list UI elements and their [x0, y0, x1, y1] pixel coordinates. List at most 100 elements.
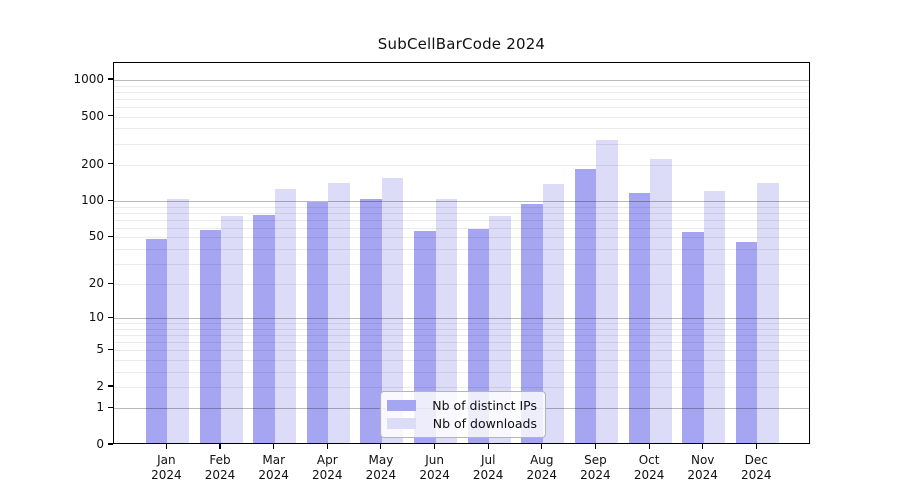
x-tick-mark-dec — [755, 444, 757, 449]
y-gridline-major-1000 — [114, 80, 809, 81]
legend-item-downloads: Nb of downloads — [387, 416, 537, 431]
bar-nb-of-downloads-jul — [489, 216, 511, 443]
y-tick-mark-500 — [108, 115, 113, 117]
x-tick-label-nov: Nov 2024 — [687, 453, 718, 482]
y-gridline-minor-600 — [114, 107, 809, 108]
y-gridline-minor-800 — [114, 91, 809, 93]
chart-title: SubCellBarCode 2024 — [377, 35, 546, 53]
x-tick-label-jan: Jan 2024 — [151, 453, 182, 482]
y-gridline-minor-40 — [114, 248, 809, 250]
y-gridline-minor-300 — [114, 143, 809, 145]
y-gridline-major-10 — [114, 318, 809, 320]
bar-nb-of-distinct-ips-oct — [628, 193, 651, 443]
y-tick-mark-0 — [108, 443, 113, 445]
x-tick-label-dec: Dec 2024 — [741, 453, 772, 482]
bar-nb-of-downloads-sep — [596, 140, 618, 443]
y-tick-label-50: 50 — [88, 229, 104, 244]
y-gridline-minor-20 — [114, 284, 809, 286]
bar-nb-of-downloads-may — [381, 177, 404, 443]
y-tick-label-10: 10 — [88, 310, 104, 325]
y-tick-mark-10 — [108, 316, 113, 318]
legend-swatch-distinct-ips — [387, 400, 416, 411]
y-tick-label-5: 5 — [96, 342, 104, 357]
y-gridline-minor-6 — [114, 342, 809, 344]
y-tick-label-0: 0 — [96, 437, 104, 451]
bar-nb-of-distinct-ips-nov — [682, 232, 704, 443]
bar-nb-of-downloads-nov — [703, 191, 726, 443]
bar-nb-of-downloads-mar — [274, 189, 297, 443]
bar-nb-of-downloads-aug — [542, 184, 565, 443]
y-tick-mark-1000 — [108, 78, 113, 80]
y-gridline-minor-700 — [114, 98, 809, 100]
x-tick-mark-sep — [594, 444, 596, 449]
x-tick-mark-jan — [165, 444, 167, 449]
bar-nb-of-downloads-jan — [167, 199, 189, 443]
y-gridline-minor-90 — [114, 206, 809, 208]
y-gridline-minor-900 — [114, 85, 809, 87]
legend-swatch-downloads — [387, 418, 416, 429]
y-gridline-minor-60 — [114, 227, 809, 229]
y-gridline-minor-400 — [114, 128, 809, 130]
bar-nb-of-distinct-ips-jul — [467, 229, 490, 443]
x-tick-mark-nov — [702, 444, 704, 449]
x-tick-label-jun: Jun 2024 — [419, 453, 450, 482]
y-gridline-minor-9 — [114, 323, 809, 325]
bar-nb-of-downloads-dec — [757, 183, 779, 443]
y-tick-mark-20 — [108, 282, 113, 284]
y-tick-mark-50 — [108, 235, 113, 237]
bar-nb-of-distinct-ips-may — [360, 199, 382, 443]
bar-nb-of-distinct-ips-dec — [735, 241, 758, 443]
bar-nb-of-distinct-ips-mar — [253, 214, 275, 443]
y-tick-mark-1 — [108, 406, 113, 408]
y-gridline-minor-7 — [114, 335, 809, 337]
bar-nb-of-distinct-ips-feb — [199, 230, 222, 443]
x-tick-label-oct: Oct 2024 — [633, 453, 665, 482]
y-gridline-minor-80 — [114, 212, 809, 214]
y-gridline-minor-2 — [114, 387, 809, 388]
x-tick-mark-may — [380, 444, 382, 449]
x-tick-mark-jul — [487, 444, 489, 449]
y-gridline-minor-200 — [114, 164, 809, 166]
y-gridline-minor-8 — [114, 328, 809, 330]
bar-nb-of-distinct-ips-sep — [574, 168, 597, 443]
x-tick-mark-apr — [326, 444, 328, 449]
x-tick-label-apr: Apr 2024 — [312, 453, 343, 482]
y-tick-label-1000: 1000 — [73, 72, 104, 86]
y-gridline-minor-30 — [114, 263, 809, 265]
x-tick-label-feb: Feb 2024 — [204, 453, 236, 482]
bar-nb-of-downloads-feb — [221, 216, 243, 443]
x-tick-label-may: May 2024 — [365, 453, 397, 482]
legend-label-downloads: Nb of downloads — [432, 416, 537, 431]
y-tick-label-500: 500 — [81, 108, 104, 123]
plot-area — [113, 62, 810, 444]
y-tick-label-100: 100 — [81, 193, 104, 208]
bar-nb-of-distinct-ips-jun — [414, 231, 436, 443]
x-tick-label-jul: Jul 2024 — [472, 453, 504, 482]
legend: Nb of distinct IPs Nb of downloads — [380, 391, 546, 438]
y-gridline-major-100 — [114, 201, 809, 203]
x-tick-label-mar: Mar 2024 — [258, 453, 289, 482]
y-gridline-minor-5 — [114, 350, 809, 352]
legend-label-distinct-ips: Nb of distinct IPs — [432, 398, 537, 413]
bar-nb-of-distinct-ips-jan — [145, 238, 168, 443]
y-tick-mark-5 — [108, 348, 113, 350]
y-tick-label-200: 200 — [81, 156, 104, 171]
y-gridline-minor-3 — [114, 371, 809, 373]
x-tick-mark-oct — [648, 444, 650, 449]
y-gridline-minor-50 — [114, 237, 809, 239]
legend-item-distinct-ips: Nb of distinct IPs — [387, 398, 537, 413]
y-tick-mark-100 — [108, 199, 113, 201]
bar-nb-of-downloads-oct — [650, 159, 672, 443]
x-tick-mark-jun — [434, 444, 436, 449]
bar-nb-of-downloads-jun — [435, 199, 458, 443]
x-tick-mark-aug — [541, 444, 543, 449]
x-tick-label-aug: Aug 2024 — [526, 453, 558, 482]
y-tick-mark-200 — [108, 163, 113, 165]
bar-nb-of-distinct-ips-apr — [306, 202, 329, 443]
y-tick-label-1: 1 — [96, 400, 104, 415]
x-tick-mark-feb — [219, 444, 221, 449]
x-tick-label-sep: Sep 2024 — [580, 453, 611, 482]
y-gridline-minor-70 — [114, 219, 809, 221]
y-gridline-minor-500 — [114, 116, 809, 118]
